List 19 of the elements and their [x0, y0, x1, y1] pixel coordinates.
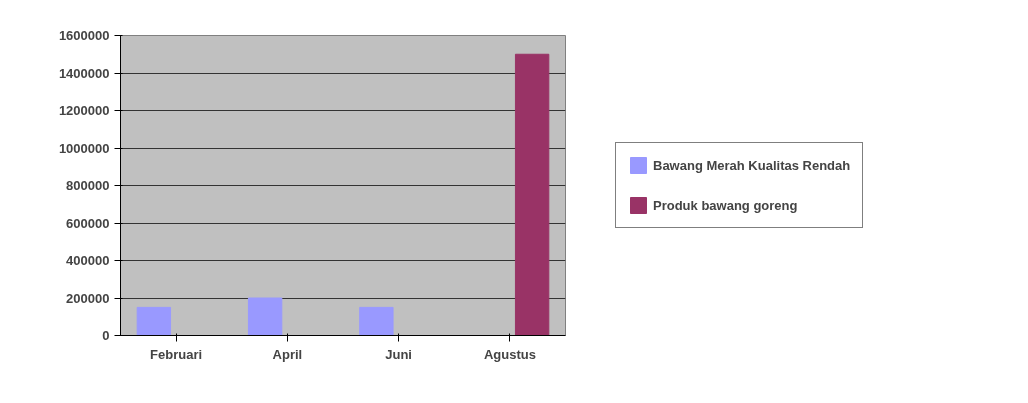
x-tick-label: April	[272, 346, 303, 362]
y-tick-label: 800000	[66, 178, 110, 193]
x-tick-label: Agustus	[483, 346, 536, 362]
x-tick-label: Juni	[385, 346, 412, 362]
bar	[136, 306, 172, 336]
y-tick-label: 400000	[66, 253, 110, 268]
legend-label: Bawang Merah Kualitas Rendah	[653, 157, 851, 173]
x-tick-label: Februari	[150, 346, 203, 362]
y-tick-label: 200000	[66, 290, 110, 306]
bar	[514, 53, 550, 336]
bar	[247, 297, 283, 336]
legend-label: Produk bawang goreng	[653, 197, 798, 213]
y-tick-label: 600000	[66, 215, 110, 231]
y-tick-label: 0	[102, 328, 110, 343]
y-tick-label: 1600000	[58, 28, 110, 43]
bar	[359, 306, 394, 336]
y-tick-label: 1000000	[58, 140, 110, 156]
y-tick-label: 1200000	[58, 103, 110, 118]
y-tick-label: 1400000	[58, 65, 110, 81]
